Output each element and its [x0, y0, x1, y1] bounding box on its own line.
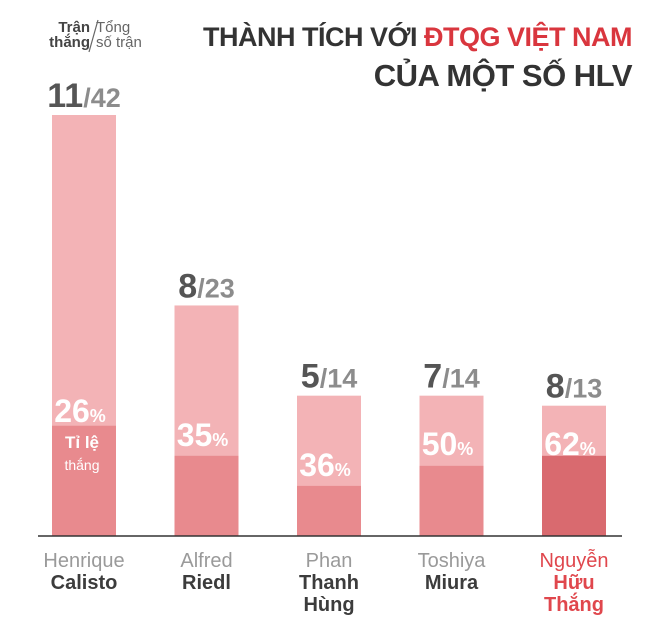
- wins-value: 7: [423, 358, 442, 396]
- rate-legend-line1: Tỉ lệ: [65, 433, 99, 452]
- coach-last-name: Riedl: [182, 572, 231, 594]
- wins-value: 8: [546, 368, 565, 406]
- wins-value: 8: [178, 267, 197, 305]
- legend-slash: [88, 19, 99, 53]
- win-rate-number: 62: [544, 426, 580, 462]
- wins-value: 5: [301, 358, 320, 396]
- bar-value-label: 5/14: [301, 358, 357, 396]
- chart-title-line2: CỦA MỘT SỐ HLV: [373, 58, 633, 93]
- coach-first-name: Phan: [306, 550, 353, 572]
- wins-bar: [542, 455, 606, 536]
- coach-last-name: Hữu: [553, 572, 594, 594]
- legend-wins: Trận thắng: [46, 20, 90, 50]
- legend-total-line2: số trận: [96, 34, 142, 51]
- win-rate-label: 36%: [299, 447, 351, 483]
- legend-wins-line1: Trận: [58, 19, 90, 36]
- wins-bar: [419, 465, 484, 536]
- legend-total: Tổng số trận: [96, 20, 166, 50]
- bar-value-label: 8/23: [178, 267, 234, 305]
- win-rate-label: 26%: [54, 393, 106, 429]
- win-rate-percent: %: [212, 430, 228, 450]
- bar-value-label: 8/13: [546, 368, 602, 406]
- wins-bar: [297, 485, 361, 536]
- coach-first-name: Nguyễn: [540, 549, 609, 572]
- coach-first-name: Alfred: [180, 550, 232, 572]
- chart-title-line1: THÀNH TÍCH VỚI ĐTQG VIỆT NAM: [202, 22, 633, 53]
- win-rate-percent: %: [580, 439, 596, 459]
- coach-first-name: Toshiya: [418, 550, 487, 572]
- win-rate-number: 35: [177, 417, 213, 453]
- wins-value: 11: [47, 77, 83, 115]
- chart-title-part2: ĐTQG VIỆT NAM: [424, 22, 633, 52]
- total-value: /14: [442, 364, 480, 394]
- win-rate-number: 50: [422, 426, 458, 462]
- win-rate-percent: %: [457, 439, 473, 459]
- legend-wins-line2: thắng: [49, 34, 90, 51]
- win-rate-label: 50%: [422, 426, 474, 462]
- win-rate-label: 62%: [544, 426, 596, 462]
- win-rate-percent: %: [335, 460, 351, 480]
- coach-last-name: Calisto: [51, 572, 118, 594]
- legend-total-line1: Tổng: [96, 19, 131, 36]
- wins-bar: [52, 425, 116, 536]
- coach-last-name: Hùng: [303, 594, 354, 616]
- win-rate-percent: %: [90, 406, 106, 426]
- win-rate-number: 36: [299, 447, 335, 483]
- total-value: /23: [197, 273, 235, 303]
- chart-title-part1: THÀNH TÍCH VỚI: [202, 22, 424, 52]
- coach-last-name: Thanh: [299, 572, 359, 594]
- wins-bar: [174, 455, 239, 536]
- bar-value-label: 11/42: [47, 77, 121, 115]
- coach-first-name: Henrique: [43, 550, 124, 572]
- win-rate-number: 26: [54, 393, 90, 429]
- rate-legend-line2: thắng: [64, 457, 99, 473]
- coach-last-name: Thắng: [544, 592, 604, 616]
- bar-value-label: 7/14: [423, 358, 479, 396]
- total-value: /42: [83, 83, 121, 113]
- total-value: /13: [565, 374, 603, 404]
- coach-last-name: Miura: [425, 572, 479, 594]
- total-value: /14: [320, 364, 358, 394]
- win-rate-label: 35%: [177, 417, 229, 453]
